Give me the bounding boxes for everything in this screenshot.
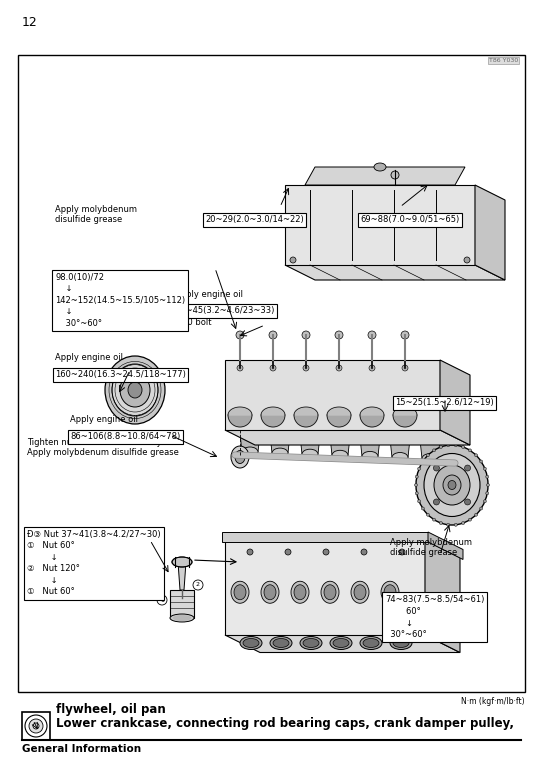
Polygon shape — [228, 407, 252, 415]
Circle shape — [323, 549, 329, 555]
Ellipse shape — [303, 638, 319, 647]
Ellipse shape — [234, 584, 246, 600]
Ellipse shape — [439, 522, 443, 525]
Polygon shape — [428, 532, 463, 559]
Ellipse shape — [443, 475, 461, 495]
Text: 31~45(3.2~4.6/23~33): 31~45(3.2~4.6/23~33) — [175, 306, 274, 315]
Polygon shape — [420, 439, 440, 459]
Ellipse shape — [360, 637, 382, 650]
Polygon shape — [305, 167, 465, 185]
Ellipse shape — [433, 449, 435, 452]
Ellipse shape — [264, 584, 276, 600]
Text: flywheel, oil pan: flywheel, oil pan — [56, 703, 166, 716]
Text: N·m (kgf·m/lb·ft): N·m (kgf·m/lb·ft) — [462, 697, 525, 706]
Text: 98.0(10)/72
    ↓
142~152(14.5~15.5/105~112)
    ↓
    30°~60°: 98.0(10)/72 ↓ 142~152(14.5~15.5/105~112)… — [55, 273, 185, 328]
Circle shape — [237, 365, 243, 371]
Ellipse shape — [243, 638, 259, 647]
Circle shape — [402, 365, 408, 371]
Ellipse shape — [333, 638, 349, 647]
Polygon shape — [360, 407, 384, 415]
Text: 20~29(2.0~3.0/14~22): 20~29(2.0~3.0/14~22) — [205, 215, 304, 224]
Ellipse shape — [128, 382, 142, 398]
Ellipse shape — [324, 584, 336, 600]
Polygon shape — [440, 360, 470, 445]
Text: 1: 1 — [160, 597, 164, 603]
Polygon shape — [294, 415, 318, 427]
Ellipse shape — [231, 581, 249, 604]
Ellipse shape — [392, 453, 408, 463]
Circle shape — [247, 549, 253, 555]
Circle shape — [302, 331, 310, 339]
Ellipse shape — [414, 483, 418, 486]
Ellipse shape — [421, 507, 425, 510]
Ellipse shape — [242, 447, 258, 457]
Text: Lower crankcase, connecting rod bearing caps, crank damper pulley,: Lower crankcase, connecting rod bearing … — [56, 717, 514, 730]
Text: Apply engine oil: Apply engine oil — [70, 415, 138, 424]
Ellipse shape — [433, 518, 435, 521]
Ellipse shape — [302, 449, 318, 459]
Ellipse shape — [487, 483, 489, 486]
Ellipse shape — [390, 637, 412, 650]
Polygon shape — [393, 407, 417, 415]
Circle shape — [290, 257, 296, 263]
Circle shape — [401, 331, 409, 339]
Ellipse shape — [418, 500, 421, 503]
Ellipse shape — [483, 500, 487, 503]
Ellipse shape — [112, 364, 158, 416]
Circle shape — [399, 549, 405, 555]
Circle shape — [285, 549, 291, 555]
Ellipse shape — [363, 638, 379, 647]
Text: Apply molybdenum
disulfide grease: Apply molybdenum disulfide grease — [55, 205, 137, 225]
Ellipse shape — [25, 715, 47, 737]
Circle shape — [391, 171, 399, 179]
Polygon shape — [178, 562, 186, 590]
Ellipse shape — [421, 460, 425, 463]
Ellipse shape — [415, 476, 418, 478]
Bar — [18, 55, 525, 692]
Circle shape — [335, 331, 343, 339]
Text: 15~25(1.5~2.6/12~19): 15~25(1.5~2.6/12~19) — [395, 398, 494, 407]
Polygon shape — [270, 434, 290, 453]
Ellipse shape — [351, 581, 369, 604]
Text: Apply molybdenum disulfide grease: Apply molybdenum disulfide grease — [27, 448, 179, 457]
Polygon shape — [360, 437, 380, 456]
Ellipse shape — [294, 584, 306, 600]
Ellipse shape — [485, 492, 489, 495]
Ellipse shape — [272, 448, 288, 458]
Ellipse shape — [416, 445, 488, 525]
Ellipse shape — [261, 581, 279, 604]
Polygon shape — [393, 415, 417, 427]
Polygon shape — [261, 407, 285, 415]
Circle shape — [269, 331, 277, 339]
Ellipse shape — [270, 637, 292, 650]
Ellipse shape — [173, 615, 191, 621]
Ellipse shape — [479, 460, 483, 463]
Ellipse shape — [120, 373, 150, 407]
Bar — [222, 532, 428, 542]
Text: 160~240(16.3~24.5/118~177): 160~240(16.3~24.5/118~177) — [55, 370, 186, 379]
Ellipse shape — [393, 638, 409, 647]
Ellipse shape — [454, 444, 457, 446]
Ellipse shape — [439, 446, 443, 449]
Ellipse shape — [424, 453, 480, 516]
Ellipse shape — [231, 446, 249, 468]
Ellipse shape — [33, 723, 39, 729]
Circle shape — [369, 365, 375, 371]
Text: Apply molybdenum
disulfide grease: Apply molybdenum disulfide grease — [390, 538, 472, 558]
Polygon shape — [225, 635, 460, 653]
Polygon shape — [475, 185, 505, 280]
Ellipse shape — [426, 513, 430, 516]
Ellipse shape — [415, 492, 418, 495]
Polygon shape — [261, 415, 285, 427]
Ellipse shape — [479, 507, 483, 510]
Circle shape — [464, 257, 470, 263]
Circle shape — [336, 365, 342, 371]
Ellipse shape — [434, 465, 470, 505]
Circle shape — [270, 365, 276, 371]
Ellipse shape — [418, 467, 421, 470]
Text: 2: 2 — [196, 582, 200, 588]
Ellipse shape — [291, 581, 309, 604]
Bar — [22, 712, 50, 740]
Circle shape — [157, 595, 167, 605]
Ellipse shape — [330, 637, 352, 650]
